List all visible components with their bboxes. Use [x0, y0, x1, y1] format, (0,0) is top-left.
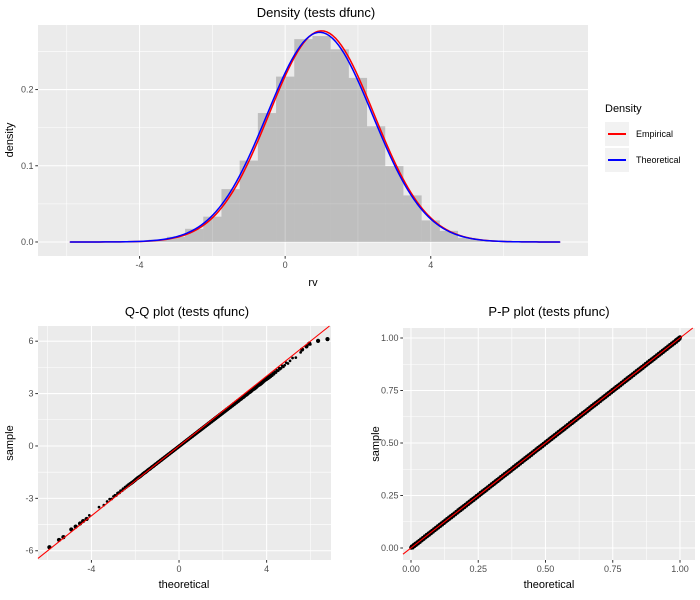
- data-point: [299, 351, 302, 354]
- qq-plot-title: Q-Q plot (tests qfunc): [125, 304, 249, 319]
- data-point: [108, 497, 111, 501]
- histogram-bar: [439, 230, 459, 242]
- data-point: [87, 514, 91, 517]
- histogram-bar: [257, 113, 277, 242]
- axis-tick-labels: 0.00 0.25 0.50 0.75 1.00 0.00 0.25 0.50 0.75 1.00: [381, 333, 689, 574]
- data-point: [288, 359, 292, 363]
- grid-major: [38, 326, 331, 560]
- histogram-bar: [221, 189, 240, 242]
- legend-title: Density: [605, 103, 642, 115]
- pp-x-axis-title: theoretical: [524, 579, 575, 591]
- pp-plot-title: P-P plot (tests pfunc): [488, 304, 609, 319]
- qq-plot-panel: -4 0 4 -6 -3 0 3 6: [25, 325, 331, 574]
- legend-key-theoretical: [605, 148, 629, 172]
- axis-ticks: [35, 340, 268, 563]
- data-point: [291, 356, 294, 360]
- legend-item-empirical: Empirical: [605, 122, 681, 146]
- y-tick-label: 3: [28, 389, 33, 399]
- data-point: [97, 505, 101, 509]
- qq-extreme-point: [315, 338, 321, 343]
- legend-item-theoretical: Theoretical: [605, 148, 681, 172]
- panel-background: [38, 25, 588, 256]
- axis-tick-labels: -4 0 4 0.0 0.1 0.2: [21, 85, 433, 270]
- qq-reference-line: [37, 325, 330, 559]
- x-tick-label: 4: [428, 260, 433, 270]
- data-point: [283, 363, 287, 367]
- y-tick-label: 0.50: [381, 438, 399, 448]
- x-tick-label: 1.00: [671, 564, 689, 574]
- theoretical-line-swatch: [608, 159, 626, 161]
- axis-ticks: [400, 337, 681, 563]
- y-tick-label: 0.2: [21, 85, 34, 95]
- pp-reference-line: [402, 327, 694, 555]
- x-tick-label: 0.75: [604, 564, 622, 574]
- y-tick-label: 1.00: [381, 333, 399, 343]
- y-tick-label: 0.75: [381, 385, 399, 395]
- histogram-bar: [294, 39, 313, 242]
- histogram-bar: [276, 76, 295, 242]
- histogram-bar: [385, 166, 404, 242]
- x-tick-label: -4: [136, 260, 144, 270]
- grid-major: [403, 328, 695, 560]
- histogram-bar: [203, 216, 222, 242]
- x-tick-label: -4: [87, 564, 95, 574]
- qq-y-axis-title: sample: [4, 425, 16, 460]
- x-tick-label: 0: [177, 564, 182, 574]
- pp-plot-panel: 0.00 0.25 0.50 0.75 1.00 0.00 0.25 0.50 0.75 1.00: [381, 327, 695, 574]
- y-tick-label: -6: [25, 546, 33, 556]
- density-plot-title: Density (tests dfunc): [257, 5, 376, 20]
- qq-extreme-point: [61, 535, 66, 540]
- y-tick-label: 0.00: [381, 543, 399, 553]
- histogram-bar: [421, 220, 440, 242]
- data-point: [294, 356, 298, 359]
- y-tick-label: 0.25: [381, 491, 399, 501]
- y-tick-label: 0.1: [21, 161, 34, 171]
- histogram-bar: [458, 237, 477, 242]
- legend-label-theoretical: Theoretical: [636, 155, 681, 165]
- qq-x-axis-title: theoretical: [159, 579, 210, 591]
- x-tick-label: 0: [283, 260, 288, 270]
- y-tick-label: -3: [25, 493, 33, 503]
- histogram-bar: [166, 236, 186, 242]
- axis-tick-labels: -4 0 4 -6 -3 0 3 6: [25, 336, 269, 574]
- density-y-axis-title: density: [4, 122, 16, 157]
- y-tick-label: 0.0: [21, 237, 34, 247]
- data-point: [276, 369, 280, 372]
- histogram-bar: [239, 160, 258, 242]
- histogram-bar: [348, 77, 368, 242]
- legend-key-empirical: [605, 122, 629, 146]
- density-legend: Density Empirical Theoretical: [605, 103, 681, 174]
- x-tick-label: 0.25: [469, 564, 487, 574]
- histogram-bar: [367, 126, 386, 242]
- qq-extreme-point: [325, 337, 330, 342]
- x-tick-label: 0.00: [402, 564, 420, 574]
- y-tick-label: 0: [28, 441, 33, 451]
- x-tick-label: 0.50: [537, 564, 555, 574]
- y-tick-label: 6: [28, 336, 33, 346]
- theoretical-density-curve: [69, 31, 561, 243]
- empirical-line-swatch: [608, 133, 626, 135]
- x-tick-label: 4: [264, 564, 269, 574]
- pp-y-axis-title: sample: [370, 426, 382, 461]
- grid-minor: [38, 25, 588, 256]
- legend-label-empirical: Empirical: [636, 129, 674, 139]
- density-plot-panel: -4 0 4 0.0 0.1 0.2: [21, 25, 588, 270]
- histogram-bar: [330, 49, 349, 242]
- histogram-bars: [75, 36, 531, 242]
- histogram-bar: [403, 195, 422, 242]
- histogram-bar: [312, 36, 331, 242]
- axis-ticks: [35, 89, 432, 259]
- data-point: [279, 366, 283, 370]
- data-point: [286, 362, 290, 365]
- density-x-axis-title: rv: [308, 277, 318, 289]
